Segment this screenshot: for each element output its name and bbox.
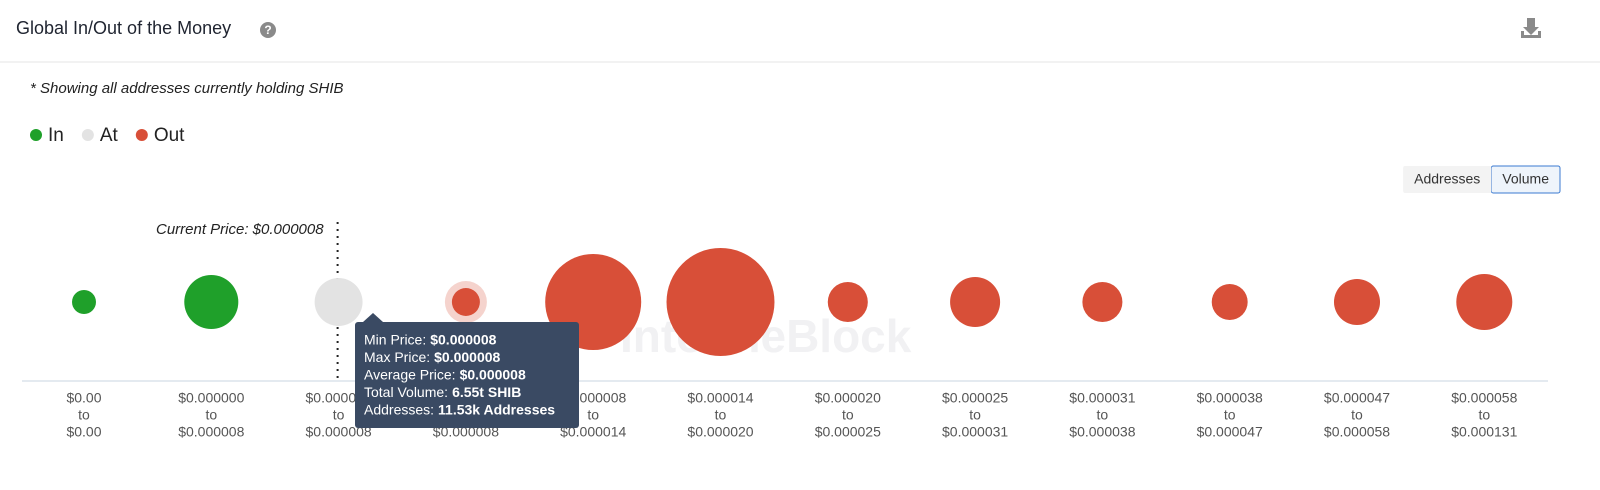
x-tick-label: to bbox=[1224, 407, 1236, 423]
bubble bbox=[827, 281, 868, 323]
legend-marker bbox=[81, 129, 94, 141]
tooltip-value: $0.000008 bbox=[434, 349, 500, 365]
x-tick-label: $0.000014 bbox=[687, 390, 753, 406]
bubble bbox=[184, 274, 239, 330]
bubble bbox=[1082, 281, 1123, 323]
x-tick-label: to bbox=[1478, 407, 1490, 423]
bubble bbox=[1211, 284, 1248, 320]
x-tick-label: $0.000008 bbox=[178, 424, 244, 440]
note: * Showing all addresses currently holdin… bbox=[30, 80, 344, 97]
legend-label: At bbox=[100, 125, 119, 146]
x-tick-label: $0.000058 bbox=[1324, 424, 1390, 440]
bubble bbox=[314, 278, 363, 326]
x-tick-label: to bbox=[333, 407, 345, 423]
x-tick-label: $0.000058 bbox=[1451, 390, 1517, 406]
help-icon[interactable]: ? bbox=[260, 22, 276, 38]
x-tick-label: to bbox=[78, 407, 90, 423]
x-tick-label: to bbox=[1097, 407, 1109, 423]
tooltip-label: Addresses: bbox=[364, 402, 434, 418]
x-tick-label: $0.000008 bbox=[306, 424, 372, 440]
x-tick-label: $0.000020 bbox=[687, 424, 753, 440]
tooltip-label: Average Price: bbox=[364, 367, 456, 383]
bubble bbox=[1456, 274, 1513, 330]
x-tick-label: $0.000031 bbox=[1069, 390, 1135, 406]
x-tick-label: $0.00 bbox=[66, 390, 101, 406]
bubble bbox=[451, 288, 480, 316]
tooltip-label: Min Price: bbox=[364, 332, 426, 348]
tooltip-value: $0.000008 bbox=[430, 332, 496, 348]
x-tick-label: to bbox=[587, 407, 599, 423]
x-tick-label: $0.000131 bbox=[1451, 424, 1517, 440]
tooltip-pointer bbox=[363, 313, 383, 322]
tooltip-value: $0.000008 bbox=[460, 367, 526, 383]
legend-label: In bbox=[48, 125, 64, 146]
legend-marker bbox=[30, 129, 42, 141]
x-tick-label: to bbox=[969, 407, 981, 423]
tooltip-box bbox=[355, 322, 579, 428]
widget-title: Global In/Out of the Money bbox=[16, 18, 231, 38]
legend-marker bbox=[135, 129, 148, 141]
bubble bbox=[666, 248, 775, 356]
tooltip-label: Max Price: bbox=[364, 349, 430, 365]
tooltip-value: 6.55t SHIB bbox=[452, 384, 521, 400]
x-tick-label: $0.000038 bbox=[1069, 424, 1135, 440]
button-label: Volume bbox=[1502, 171, 1549, 187]
svg-text:?: ? bbox=[264, 23, 271, 37]
x-tick-label: $0.000047 bbox=[1197, 424, 1263, 440]
download-icon[interactable] bbox=[1521, 18, 1541, 38]
x-tick-label: $0.000020 bbox=[815, 390, 881, 406]
bubble bbox=[950, 276, 1001, 328]
x-tick-label: $0.000038 bbox=[1197, 390, 1263, 406]
x-tick-label: to bbox=[1351, 407, 1363, 423]
bubble bbox=[1333, 278, 1381, 326]
tooltip-label: Total Volume: bbox=[364, 384, 448, 400]
toggle-button[interactable]: Addresses bbox=[1403, 166, 1492, 193]
tooltip-value: 11.53k Addresses bbox=[438, 402, 555, 418]
button-box bbox=[1403, 166, 1492, 193]
x-tick-label: $0.000000 bbox=[178, 390, 244, 406]
x-tick-label: $0.000025 bbox=[815, 424, 881, 440]
x-tick-label: $0.000031 bbox=[942, 424, 1008, 440]
button-label: Addresses bbox=[1414, 171, 1480, 187]
x-tick-label: $0.00 bbox=[66, 424, 101, 440]
toggle-button[interactable]: Volume bbox=[1490, 165, 1561, 194]
x-tick-label: to bbox=[715, 407, 727, 423]
x-tick-label: to bbox=[842, 407, 854, 423]
x-tick-label: $0.000047 bbox=[1324, 390, 1390, 406]
legend-label: Out bbox=[154, 125, 185, 146]
current-price-label: Current Price: $0.000008 bbox=[156, 221, 324, 238]
bubble bbox=[72, 290, 96, 314]
x-tick-label: $0.000025 bbox=[942, 390, 1008, 406]
x-tick-label: to bbox=[205, 407, 217, 423]
